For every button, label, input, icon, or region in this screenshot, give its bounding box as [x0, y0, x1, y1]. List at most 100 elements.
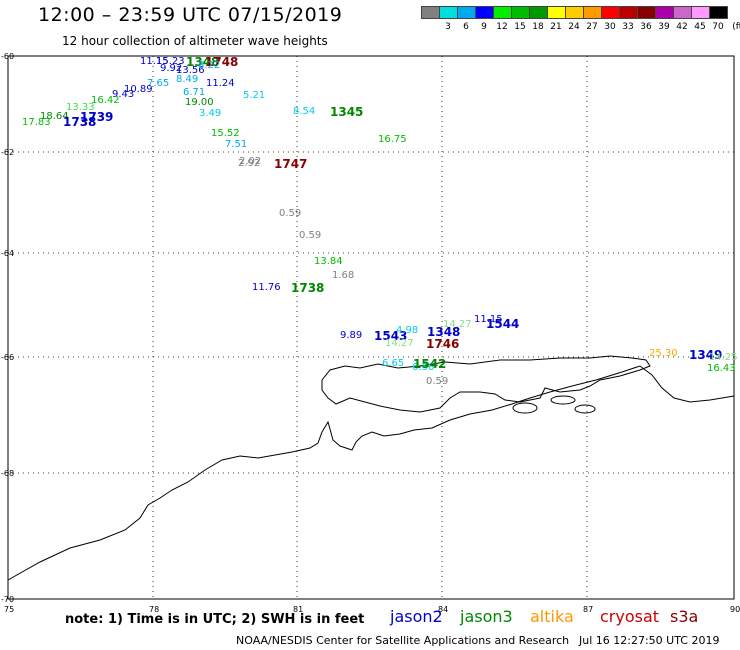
wave-height-label: 19.00 [185, 97, 214, 108]
island-outline [550, 395, 576, 405]
wave-height-label: 16.43 [707, 363, 736, 374]
wave-height-label: 11.76 [252, 282, 281, 293]
satellite-name-altika: altika [530, 607, 574, 626]
wave-height-label: 14.25 [709, 352, 738, 363]
wave-height-label: 0.59 [426, 376, 448, 387]
lon-tick-label: 78 [149, 605, 159, 614]
legend-label: 36 [640, 22, 652, 32]
legend-label: 42 [676, 22, 688, 32]
map-subtitle: 12 hour collection of altimeter wave hei… [62, 34, 328, 48]
observation-time-label: 1738 [291, 281, 324, 295]
lat-tick-label: -62 [1, 148, 14, 157]
observation-time-label: 1543 [374, 329, 407, 343]
wave-height-label: 9.43 [112, 89, 134, 100]
legend-unit: (ft) [732, 22, 740, 32]
legend-swatch [709, 6, 728, 19]
wave-height-label: 11.24 [206, 78, 235, 89]
observation-time-label: 1748 [205, 55, 238, 69]
map-frame [7, 55, 735, 600]
lat-tick-label: -60 [1, 52, 14, 61]
lat-tick-label: -68 [1, 469, 14, 478]
wave-height-label: 6.71 [183, 87, 205, 98]
observation-time-label: 1544 [486, 317, 519, 331]
lon-tick-label: 87 [583, 605, 593, 614]
legend-label: 21 [550, 22, 562, 32]
lon-tick-label: 90 [730, 605, 740, 614]
observation-time-label: 1739 [80, 110, 113, 124]
legend-label: 27 [586, 22, 598, 32]
legend-label: 45 [694, 22, 706, 32]
wave-height-label: 6.56 [412, 362, 434, 373]
observation-time-label: 1345 [330, 105, 363, 119]
legend-label: 39 [658, 22, 670, 32]
observation-time-label: 1738 [63, 115, 96, 129]
wave-height-label: 11.15 [140, 56, 169, 67]
legend-label: 33 [622, 22, 634, 32]
wave-height-label: 8.54 [293, 106, 315, 117]
satellite-name-jason2: jason2 [390, 607, 443, 626]
observation-time-label: 1746 [426, 337, 459, 351]
wave-height-label: 4.98 [396, 325, 418, 336]
legend-label: 9 [481, 22, 487, 32]
wave-height-label: 0.59 [279, 208, 301, 219]
wave-height-label: 5.21 [243, 90, 265, 101]
wave-height-label: 0.59 [299, 230, 321, 241]
legend-label: 12 [496, 22, 508, 32]
wave-height-label: 25.30 [649, 348, 678, 359]
satellite-name-jason3: jason3 [460, 607, 513, 626]
lon-tick-label: 84 [438, 605, 448, 614]
footnote: note: 1) Time is in UTC; 2) SWH is in fe… [65, 612, 365, 627]
wave-height-label: 7.51 [225, 139, 247, 150]
lat-tick-label: -70 [1, 595, 14, 604]
legend-label: 24 [568, 22, 580, 32]
wave-height-label: 13.56 [176, 65, 205, 76]
wave-height-label: 8.22 [198, 60, 220, 71]
observation-time-label: 1542 [413, 357, 446, 371]
wave-height-label: 15.23 [156, 56, 185, 67]
legend-label: 18 [532, 22, 544, 32]
wave-height-label: 16.75 [378, 134, 407, 145]
wave-height-label: 13.33 [66, 102, 95, 113]
observation-time-label: 1349 [689, 348, 722, 362]
map-title: 12:00 – 23:59 UTC 07/15/2019 [38, 4, 343, 26]
wave-height-label: 2.92 [238, 158, 260, 169]
wave-height-label: 11.15 [474, 314, 503, 325]
wave-height-label: 1.68 [332, 270, 354, 281]
wave-height-label: 15.52 [211, 128, 240, 139]
legend-label: 6 [463, 22, 469, 32]
legend-label: 15 [514, 22, 526, 32]
wave-height-label: 14.27 [385, 338, 414, 349]
wave-height-label: 8.49 [176, 74, 198, 85]
island-outline [574, 404, 596, 414]
wave-height-label: 7.65 [147, 78, 169, 89]
wave-height-label: 2.02 [239, 156, 261, 167]
lat-tick-label: -64 [1, 249, 14, 258]
wave-height-label: 18.64 [40, 111, 69, 122]
island-outline [512, 402, 538, 414]
coastline-ice-shelf [321, 355, 651, 413]
coastline-mainland [7, 365, 735, 581]
legend-label: 3 [445, 22, 451, 32]
legend-label: 70 [712, 22, 724, 32]
wave-height-label: 6.65 [382, 358, 404, 369]
observation-time-label: 1348 [186, 55, 219, 69]
generated-timestamp: Jul 16 12:27:50 UTC 2019 [579, 634, 720, 647]
lat-tick-label: -66 [1, 353, 14, 362]
legend-label: 30 [604, 22, 616, 32]
wave-height-label: 17.83 [22, 117, 51, 128]
wave-height-label: 14.27 [443, 319, 472, 330]
lon-tick-label: 75 [4, 605, 14, 614]
wave-height-label: 3.49 [199, 108, 221, 119]
wave-height-label: 16.42 [91, 95, 120, 106]
wave-height-label: 9.89 [340, 330, 362, 341]
lon-tick-label: 81 [293, 605, 303, 614]
wave-height-label: 13.84 [314, 256, 343, 267]
wave-height-label: 10.89 [124, 84, 153, 95]
credit-text: NOAA/NESDIS Center for Satellite Applica… [236, 634, 570, 647]
observation-time-label: 1747 [274, 157, 307, 171]
satellite-name-cryosat: cryosat [600, 607, 660, 626]
wave-height-label: 9.92 [160, 63, 182, 74]
satellite-name-s3a: s3a [670, 607, 699, 626]
observation-time-label: 1348 [427, 325, 460, 339]
